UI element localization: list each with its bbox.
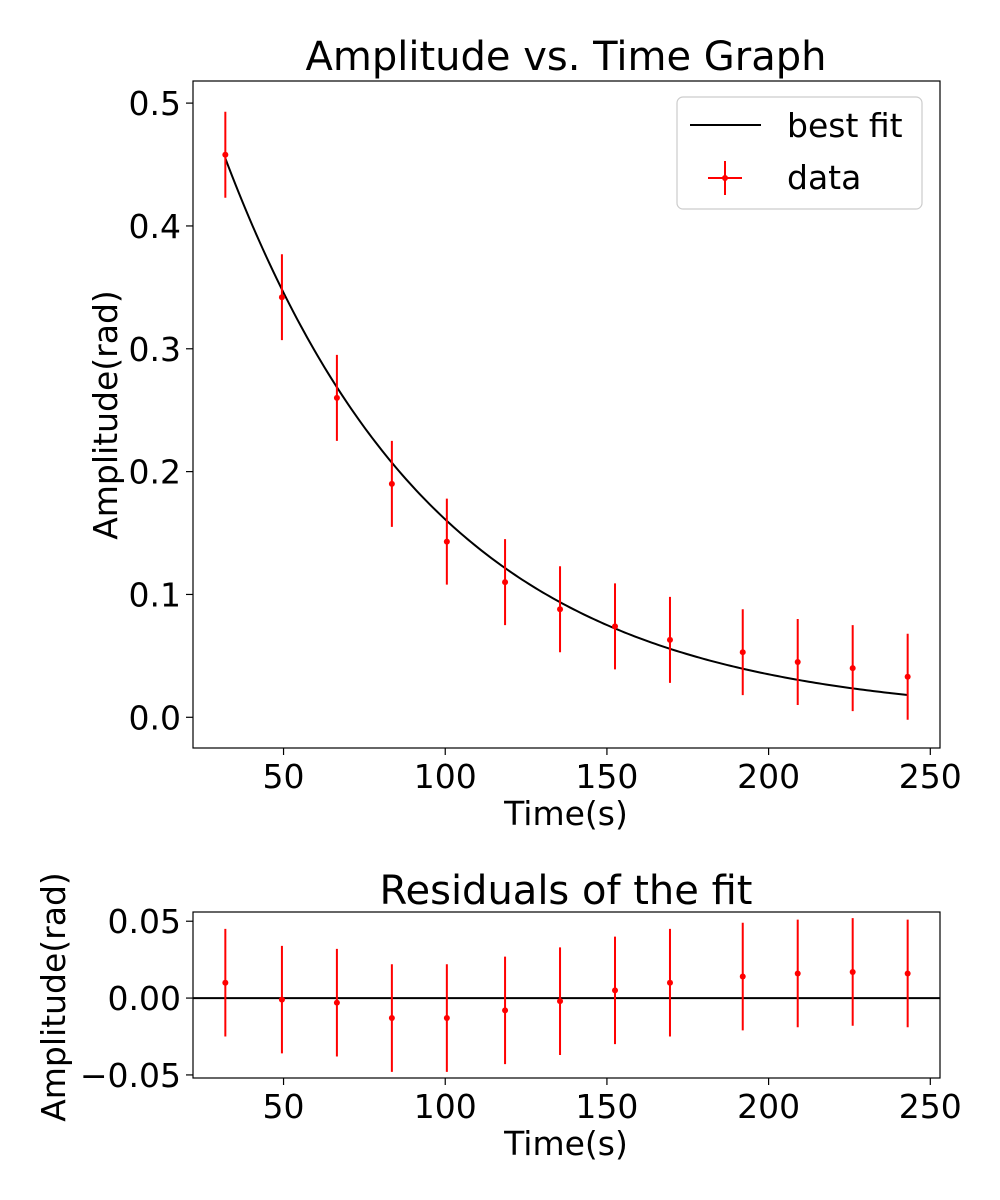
main-plot-frame — [192, 80, 941, 749]
residual-point — [222, 979, 229, 986]
residuals-chart-title: Residuals of the fit — [380, 868, 753, 914]
residuals-x-axis: 50 100 150 200 250 — [263, 1078, 962, 1126]
main-x-tick-label: 250 — [899, 757, 962, 796]
residuals-plot-frame — [192, 911, 941, 1079]
data-point — [278, 294, 285, 301]
residuals-y-tick-label: 0.00 — [108, 979, 181, 1018]
main-y-tick-label: 0.2 — [129, 453, 181, 492]
data-point — [739, 649, 746, 656]
residual-point — [849, 968, 856, 975]
data-point — [222, 151, 229, 158]
residual-point — [612, 987, 619, 994]
main-x-tick-label: 100 — [414, 757, 477, 796]
main-chart: Amplitude vs. Time Graph 50 100 150 200 250 … — [86, 34, 962, 833]
residual-point — [388, 1015, 395, 1022]
residuals-x-tick-label: 50 — [263, 1087, 305, 1126]
residual-point — [794, 970, 801, 977]
data-point — [502, 579, 509, 586]
residual-point — [666, 979, 673, 986]
residuals-y-tick-label: −0.05 — [80, 1056, 181, 1095]
residual-point — [443, 1015, 450, 1022]
main-y-tick-label: 0.0 — [129, 698, 181, 737]
residual-point — [739, 973, 746, 980]
residual-point — [333, 999, 340, 1006]
data-point — [388, 480, 395, 487]
data-point — [333, 394, 340, 401]
main-y-axis-label: Amplitude(rad) — [86, 290, 125, 540]
main-y-tick-label: 0.1 — [129, 575, 181, 614]
main-y-tick-label: 0.3 — [129, 330, 181, 369]
main-x-tick-label: 50 — [263, 757, 305, 796]
residuals-x-tick-label: 200 — [737, 1087, 800, 1126]
legend-data-label: data — [787, 158, 861, 197]
best-fit-curve — [224, 158, 908, 696]
residuals-plot-area — [193, 918, 940, 1072]
main-plot-area — [222, 111, 911, 720]
residuals-x-tick-label: 150 — [575, 1087, 638, 1126]
data-point — [904, 673, 911, 680]
residuals-x-axis-label: Time(s) — [503, 1124, 628, 1163]
main-x-axis: 50 100 150 200 250 — [263, 748, 962, 796]
residual-point — [502, 1007, 509, 1014]
main-y-tick-label: 0.5 — [129, 84, 181, 123]
residual-point — [904, 970, 911, 977]
data-point — [612, 623, 619, 630]
residual-point — [557, 998, 564, 1005]
data-point — [666, 636, 673, 643]
residuals-chart: Residuals of the fit 50 100 150 200 250 0.05… — [34, 868, 962, 1163]
data-point — [849, 665, 856, 672]
residuals-x-tick-label: 250 — [899, 1087, 962, 1126]
main-y-tick-label: 0.4 — [129, 207, 181, 246]
main-x-axis-label: Time(s) — [503, 794, 628, 833]
main-y-axis: 0.0 0.1 0.2 0.3 0.4 0.5 — [129, 84, 193, 737]
legend-best-fit-label: best fit — [787, 106, 903, 145]
data-point — [557, 606, 564, 613]
residuals-y-axis-label: Amplitude(rad) — [34, 872, 73, 1122]
residual-point — [278, 996, 285, 1003]
main-x-tick-label: 200 — [737, 757, 800, 796]
data-point — [443, 538, 450, 545]
main-x-tick-label: 150 — [575, 757, 638, 796]
residuals-y-tick-label: 0.05 — [108, 902, 181, 941]
residuals-x-tick-label: 100 — [414, 1087, 477, 1126]
legend-data-swatch-dot — [722, 175, 728, 181]
data-point — [794, 659, 801, 666]
residuals-y-axis: 0.05 0.00 −0.05 — [80, 902, 193, 1095]
legend: best fit data — [676, 96, 923, 210]
main-chart-title: Amplitude vs. Time Graph — [306, 34, 827, 80]
